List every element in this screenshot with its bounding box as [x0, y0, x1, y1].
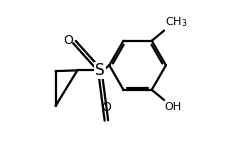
Text: S: S — [95, 63, 105, 78]
Text: OH: OH — [165, 102, 182, 112]
Text: O: O — [101, 101, 111, 114]
Text: O: O — [63, 34, 73, 47]
Text: CH$_3$: CH$_3$ — [165, 15, 187, 29]
